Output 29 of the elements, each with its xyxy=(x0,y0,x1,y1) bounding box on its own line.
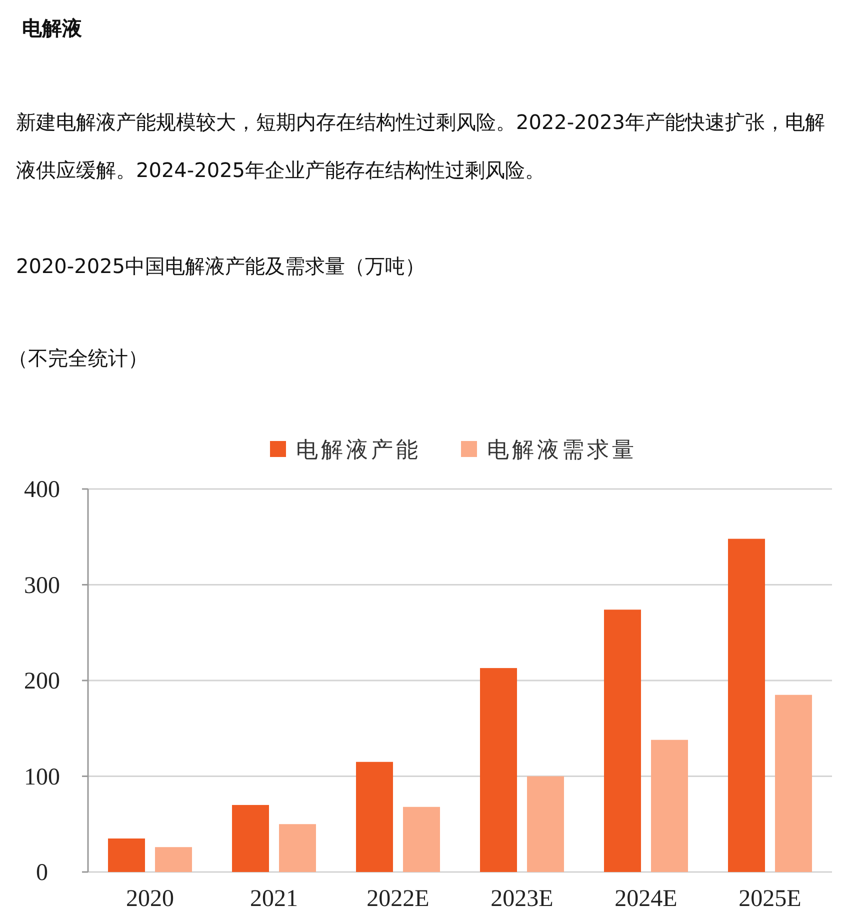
x-tick-label: 2021 xyxy=(250,886,298,912)
text: 电解液 xyxy=(22,15,83,42)
y-tick-label: 200 xyxy=(24,668,60,694)
bar xyxy=(527,776,564,872)
chart-title: 2020-2025中国电解液产能及需求量（万吨） xyxy=(16,253,426,280)
legend-label: 电解液产能 xyxy=(296,438,421,463)
x-tick-label: 2023E xyxy=(490,886,554,912)
bar xyxy=(279,824,316,872)
bar xyxy=(604,610,641,872)
y-tick-label: 300 xyxy=(24,572,60,599)
x-tick-label: 2025E xyxy=(738,886,802,912)
x-tick-label: 2020 xyxy=(126,886,174,912)
x-tick-label: 2024E xyxy=(614,886,678,912)
bar xyxy=(403,806,440,872)
y-tick-label: 0 xyxy=(36,860,48,886)
bar xyxy=(775,694,812,872)
chart-subtitle: （不完全统计） xyxy=(8,345,149,372)
legend-label: 电解液需求量 xyxy=(487,438,637,463)
text: 新建电解液产能规模较大，短期内存在结构性过剩风险。2022-2023年产能快速扩张，电解液供应缓解。2024-2025年企业产能存在结构性过剩风险。 xyxy=(16,110,826,182)
bar xyxy=(155,847,192,872)
bar xyxy=(651,740,688,872)
bar xyxy=(232,804,269,872)
x-tick-label: 2022E xyxy=(366,886,430,912)
bar xyxy=(356,762,393,872)
bar xyxy=(108,838,145,872)
bar xyxy=(480,668,517,872)
y-tick-label: 400 xyxy=(24,477,60,503)
bar xyxy=(728,538,765,872)
y-tick-label: 100 xyxy=(24,764,60,790)
